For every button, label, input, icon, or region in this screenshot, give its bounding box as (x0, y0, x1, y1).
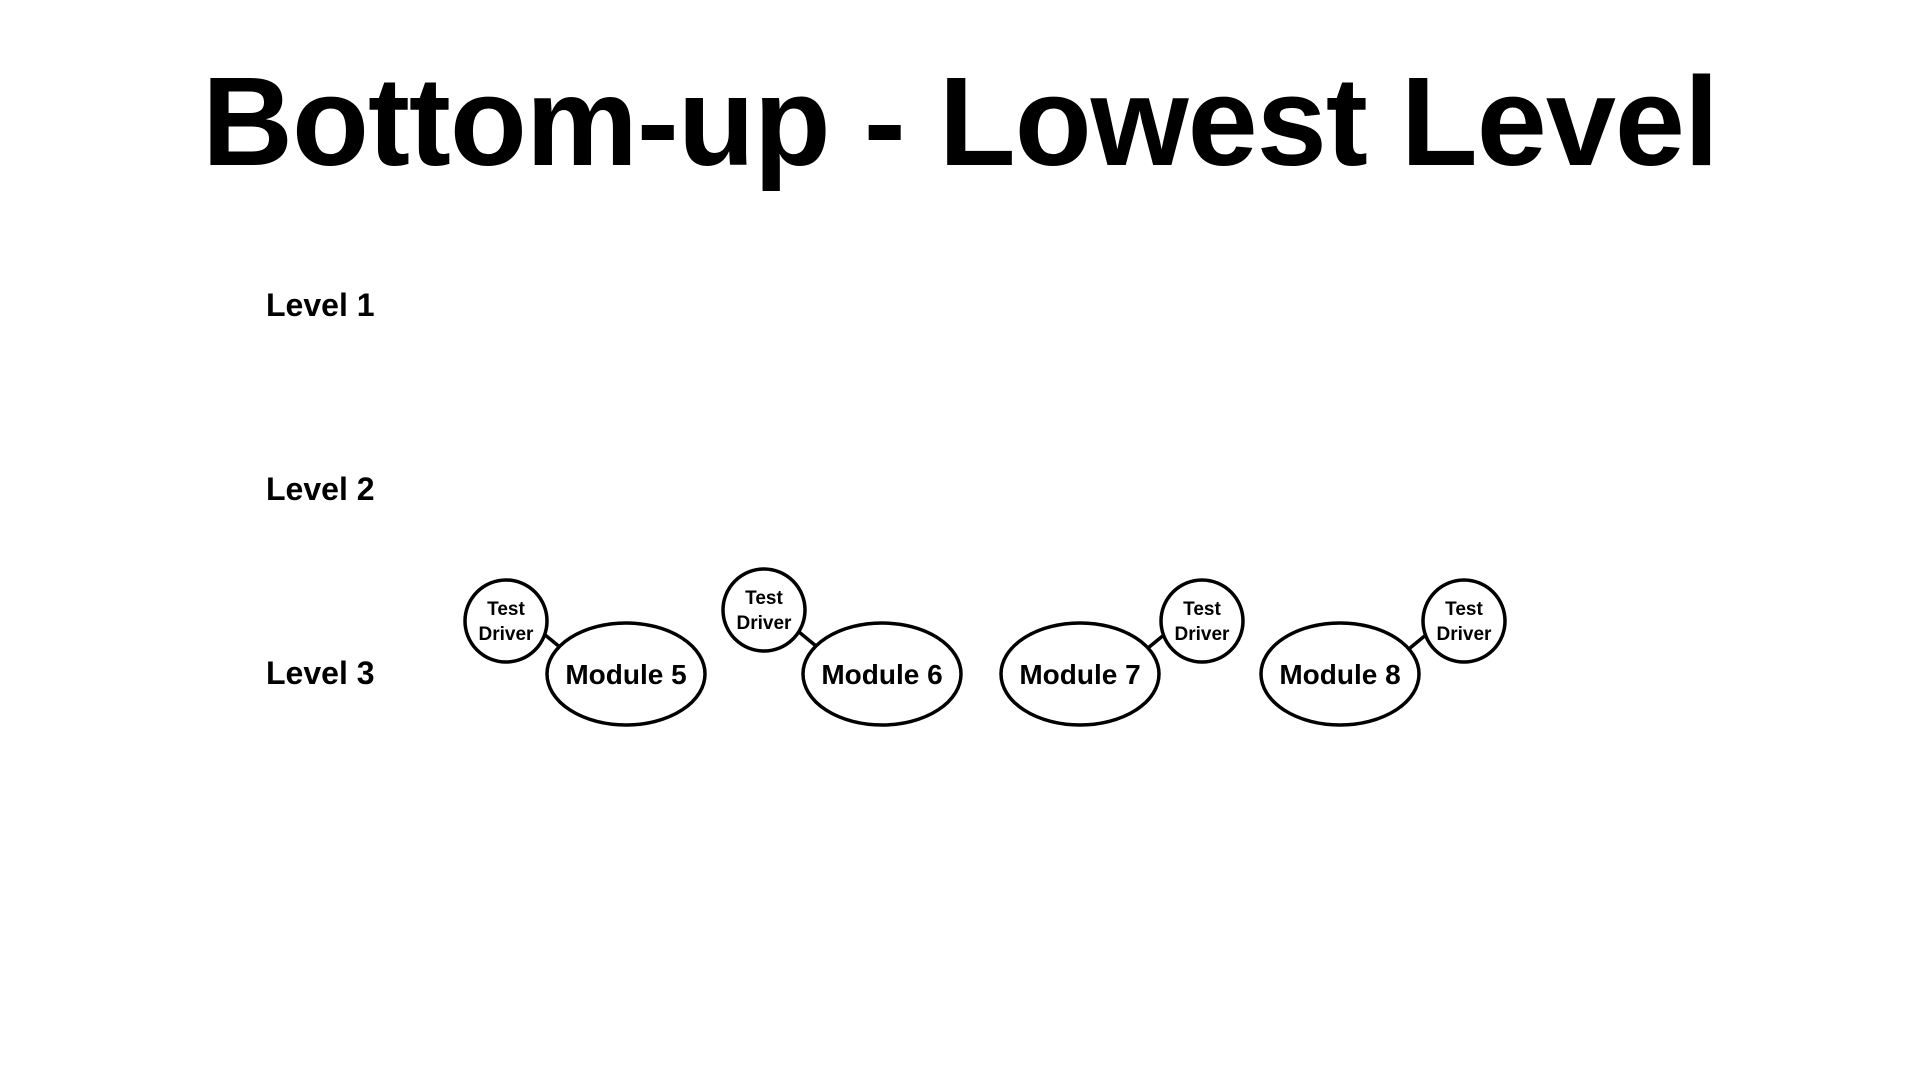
test-driver-label-line1: Test (1183, 599, 1221, 620)
test-driver-node (1421, 578, 1507, 664)
module-6-label: Module 6 (821, 659, 942, 690)
module-7-node (999, 621, 1161, 727)
module-5-group: Module 5 Test Driver (463, 578, 707, 727)
module-6-group: Module 6 Test Driver (721, 567, 963, 727)
level-2-label: Level 2 (266, 471, 375, 507)
test-driver-label-line1: Test (487, 599, 525, 620)
level-3-label: Level 3 (266, 655, 375, 691)
module-8-group: Module 8 Test Driver (1259, 578, 1507, 727)
test-driver-label-line2: Driver (479, 624, 535, 645)
level-1-label: Level 1 (266, 287, 375, 323)
module-7-label: Module 7 (1019, 659, 1140, 690)
module-7-group: Module 7 Test Driver (999, 578, 1245, 727)
module-6-node (801, 621, 963, 727)
module-8-label: Module 8 (1279, 659, 1400, 690)
test-driver-label-line2: Driver (1175, 624, 1231, 645)
test-driver-label-line2: Driver (737, 613, 793, 634)
test-driver-label-line1: Test (1445, 599, 1483, 620)
module-5-node (545, 621, 707, 727)
test-driver-label-line1: Test (745, 588, 783, 609)
module-8-node (1259, 621, 1421, 727)
test-driver-node (463, 578, 549, 664)
test-driver-node (1159, 578, 1245, 664)
connector-line (797, 630, 818, 648)
module-5-label: Module 5 (565, 659, 686, 690)
test-driver-label-line2: Driver (1437, 624, 1493, 645)
test-driver-node (721, 567, 807, 653)
slide-title: Bottom-up - Lowest Level (202, 51, 1719, 192)
